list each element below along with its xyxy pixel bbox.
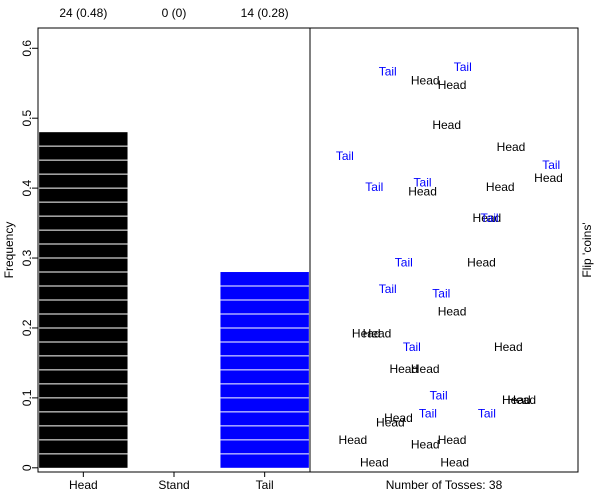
coin-label: Head <box>534 171 563 185</box>
coin-label: Tail <box>419 406 437 420</box>
y-tick-label: 0 <box>20 464 34 471</box>
coin-label: Tail <box>365 180 383 194</box>
y-tick-label: 0.5 <box>20 110 34 127</box>
y-tick-label: 0.3 <box>20 249 34 266</box>
coin-label: Head <box>494 340 523 354</box>
coin-label: Head <box>438 304 467 318</box>
coin-label: Tail <box>403 340 421 354</box>
coin-label: Tail <box>481 211 499 225</box>
x-tick-label: Tail <box>256 478 274 492</box>
coin-label: Tail <box>454 60 472 74</box>
coin-label: Head <box>438 78 467 92</box>
value-label: 24 (0.48) <box>59 6 107 20</box>
coin-label: Tail <box>430 389 448 403</box>
coin-label: Tail <box>414 176 432 190</box>
coin-label: Head <box>411 362 440 376</box>
coin-label: Tail <box>395 255 413 269</box>
y-tick-label: 0.6 <box>20 40 34 57</box>
right-label: Flip 'coins' <box>580 222 594 277</box>
coin-label: Tail <box>379 282 397 296</box>
coin-label: Head <box>376 415 405 429</box>
coin-label: Tail <box>542 158 560 172</box>
coin-label: Head <box>467 255 496 269</box>
value-label: 0 (0) <box>162 6 187 20</box>
coin-label: Head <box>389 362 418 376</box>
coin-label: Head <box>352 327 381 341</box>
coin-label: Tail <box>379 65 397 79</box>
coin-label: Head <box>473 211 502 225</box>
coin-label: Head <box>408 184 437 198</box>
coin-label: Head <box>438 433 467 447</box>
x-tick-label: Head <box>69 478 98 492</box>
value-label: 14 (0.28) <box>241 6 289 20</box>
coin-label: Tail <box>336 149 354 163</box>
coin-label: Head <box>432 118 461 132</box>
y-tick-label: 0.4 <box>20 179 34 196</box>
coin-label: Head <box>384 411 413 425</box>
coin-label: Head <box>411 73 440 87</box>
coin-label: Head <box>363 327 392 341</box>
y-tick-label: 0.2 <box>20 319 34 336</box>
coin-label: Head <box>360 455 389 469</box>
coin-label: Head <box>440 455 469 469</box>
x-tick-label: Stand <box>158 478 189 492</box>
coin-label: Head <box>486 180 515 194</box>
y-tick-label: 0.1 <box>20 389 34 406</box>
toss-count: Number of Tosses: 38 <box>386 478 503 492</box>
flip-panel-frame <box>309 27 579 473</box>
coin-label: Tail <box>478 406 496 420</box>
coin-label: Head <box>502 393 531 407</box>
y-axis-label: Frequency <box>2 222 16 279</box>
coin-label: Head <box>507 393 536 407</box>
coin-label: Head <box>411 438 440 452</box>
coin-label: Head <box>497 140 526 154</box>
coin-label: Tail <box>432 287 450 301</box>
coin-label: Head <box>339 433 368 447</box>
